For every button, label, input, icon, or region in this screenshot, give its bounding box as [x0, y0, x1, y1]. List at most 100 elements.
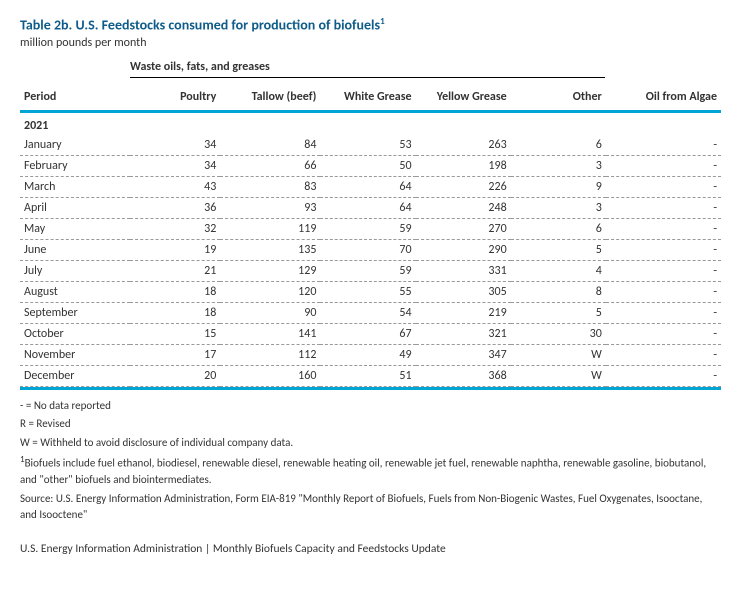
cell-poultry: 36 — [130, 197, 220, 218]
year-row: 2021 — [20, 111, 721, 135]
cell-algae: - — [606, 218, 721, 239]
cell-poultry: 17 — [130, 344, 220, 365]
table-row: October151416732130- — [20, 323, 721, 344]
cell-yellow: 290 — [416, 239, 511, 260]
cell-yellow: 226 — [416, 176, 511, 197]
cell-yellow: 270 — [416, 218, 511, 239]
cell-algae: - — [606, 176, 721, 197]
cell-tallow: 129 — [220, 260, 320, 281]
cell-algae: - — [606, 302, 721, 323]
cell-poultry: 34 — [130, 135, 220, 156]
cell-white: 59 — [320, 218, 415, 239]
footnote-w: W = Withheld to avoid disclosure of indi… — [20, 435, 721, 452]
cell-yellow: 321 — [416, 323, 511, 344]
title-text: Table 2b. U.S. Feedstocks consumed for p… — [20, 17, 380, 34]
cell-yellow: 305 — [416, 281, 511, 302]
table-subtitle: million pounds per month — [20, 36, 721, 50]
cell-tallow: 141 — [220, 323, 320, 344]
col-period: Period — [20, 84, 130, 112]
table-row: August18120553058- — [20, 281, 721, 302]
table-row: February3466501983- — [20, 155, 721, 176]
cell-other: 30 — [511, 323, 606, 344]
table-row: November1711249347W- — [20, 344, 721, 365]
cell-tallow: 112 — [220, 344, 320, 365]
cell-tallow: 83 — [220, 176, 320, 197]
table-title: Table 2b. U.S. Feedstocks consumed for p… — [20, 16, 721, 34]
cell-algae: - — [606, 344, 721, 365]
feedstocks-table: Period Poultry Tallow (beef) White Greas… — [20, 84, 721, 390]
table-row: December2016051368W- — [20, 365, 721, 386]
cell-other: 9 — [511, 176, 606, 197]
cell-white: 67 — [320, 323, 415, 344]
cell-tallow: 93 — [220, 197, 320, 218]
bottom-rule — [20, 386, 721, 388]
footnote-source: Source: U.S. Energy Information Administ… — [20, 491, 721, 524]
cell-algae: - — [606, 135, 721, 156]
table-row: January3484532636- — [20, 135, 721, 156]
cell-poultry: 15 — [130, 323, 220, 344]
cell-poultry: 20 — [130, 365, 220, 386]
table-row: July21129593314- — [20, 260, 721, 281]
col-algae: Oil from Algae — [606, 84, 721, 112]
cell-algae: - — [606, 260, 721, 281]
cell-period: January — [20, 135, 130, 156]
cell-poultry: 19 — [130, 239, 220, 260]
cell-poultry: 32 — [130, 218, 220, 239]
cell-period: September — [20, 302, 130, 323]
cell-white: 51 — [320, 365, 415, 386]
table-row: March4383642269- — [20, 176, 721, 197]
footnotes: - = No data reported R = Revised W = Wit… — [20, 398, 721, 524]
cell-algae: - — [606, 197, 721, 218]
cell-white: 50 — [320, 155, 415, 176]
cell-white: 53 — [320, 135, 415, 156]
footnote-r: R = Revised — [20, 416, 721, 433]
col-white-grease: White Grease — [320, 84, 415, 112]
cell-algae: - — [606, 155, 721, 176]
cell-period: July — [20, 260, 130, 281]
cell-period: February — [20, 155, 130, 176]
cell-yellow: 331 — [416, 260, 511, 281]
source-line: U.S. Energy Information Administration |… — [20, 542, 721, 556]
cell-period: June — [20, 239, 130, 260]
col-other: Other — [511, 84, 606, 112]
cell-other: 6 — [511, 218, 606, 239]
cell-yellow: 368 — [416, 365, 511, 386]
footnote-1: 1Biofuels include fuel ethanol, biodiese… — [20, 453, 721, 489]
footnote-dash: - = No data reported — [20, 398, 721, 415]
cell-period: August — [20, 281, 130, 302]
col-yellow-grease: Yellow Grease — [416, 84, 511, 112]
cell-period: April — [20, 197, 130, 218]
cell-other: 5 — [511, 302, 606, 323]
cell-white: 55 — [320, 281, 415, 302]
category-header: Waste oils, fats, and greases — [130, 60, 721, 77]
table-row: April3693642483- — [20, 197, 721, 218]
cell-tallow: 84 — [220, 135, 320, 156]
cell-yellow: 219 — [416, 302, 511, 323]
cell-other: W — [511, 344, 606, 365]
table-body: 2021 January3484532636-February346650198… — [20, 111, 721, 386]
year-label: 2021 — [20, 111, 130, 135]
col-poultry: Poultry — [130, 84, 220, 112]
cell-poultry: 18 — [130, 281, 220, 302]
cell-algae: - — [606, 281, 721, 302]
cell-period: December — [20, 365, 130, 386]
cell-other: 8 — [511, 281, 606, 302]
cell-other: W — [511, 365, 606, 386]
cell-tallow: 135 — [220, 239, 320, 260]
cell-algae: - — [606, 323, 721, 344]
cell-white: 64 — [320, 197, 415, 218]
cell-other: 5 — [511, 239, 606, 260]
cell-tallow: 120 — [220, 281, 320, 302]
cell-white: 59 — [320, 260, 415, 281]
cell-other: 3 — [511, 155, 606, 176]
col-tallow: Tallow (beef) — [220, 84, 320, 112]
cell-yellow: 248 — [416, 197, 511, 218]
category-underline — [130, 77, 605, 78]
cell-tallow: 66 — [220, 155, 320, 176]
cell-period: May — [20, 218, 130, 239]
cell-period: November — [20, 344, 130, 365]
cell-poultry: 43 — [130, 176, 220, 197]
cell-tallow: 160 — [220, 365, 320, 386]
cell-other: 4 — [511, 260, 606, 281]
cell-white: 54 — [320, 302, 415, 323]
